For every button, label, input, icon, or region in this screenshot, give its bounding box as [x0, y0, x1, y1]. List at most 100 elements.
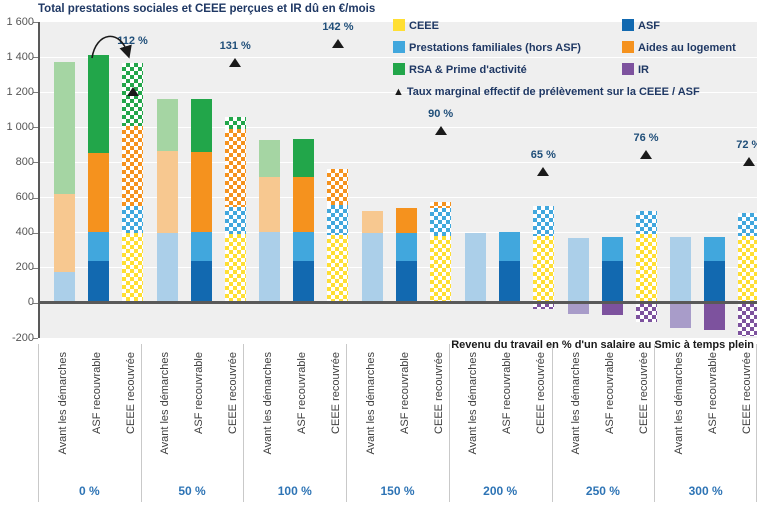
y-axis-tick-label: 1 200	[6, 85, 34, 98]
bar-segment	[670, 302, 692, 329]
bar-category-label: ASF recouvrable	[398, 352, 411, 434]
marginal-rate-label: 76 %	[633, 131, 659, 144]
group-label: 100 %	[277, 484, 312, 498]
bar-segment	[190, 231, 212, 261]
bar-segment	[704, 302, 726, 331]
bar-segment	[430, 208, 452, 237]
bar-segment	[362, 232, 384, 303]
legend-label: ASF	[638, 20, 660, 32]
bar-category-label: ASF recouvrable	[604, 352, 617, 434]
legend-label: RSA & Prime d'activité	[409, 64, 527, 76]
group-separator	[654, 344, 656, 502]
y-axis-tick	[33, 22, 38, 23]
bar-segment	[224, 129, 246, 208]
bar-segment	[567, 237, 589, 303]
bar-segment	[259, 177, 281, 232]
bar-segment	[54, 194, 75, 273]
bar-segment	[122, 126, 143, 207]
group-separator	[38, 344, 39, 502]
bar-segment	[670, 237, 692, 303]
bar-segment	[635, 302, 657, 323]
y-axis-tick	[33, 127, 38, 129]
bar-segment	[293, 231, 315, 261]
bar-category-label: Avant les démarches	[570, 352, 583, 455]
gridline	[40, 161, 757, 163]
bar-segment	[122, 232, 143, 303]
marginal-rate-label: 131 %	[219, 40, 251, 53]
bar-category-label: ASF recouvrable	[90, 352, 103, 434]
bar-category-label: Avant les démarches	[364, 352, 377, 455]
bar-segment	[396, 208, 418, 233]
bar-segment	[190, 260, 212, 303]
y-axis-tick-label: 800	[15, 155, 34, 168]
y-axis-tick-label: -200	[11, 331, 34, 344]
y-axis-tick-label: 200	[15, 261, 34, 274]
bar-segment	[704, 260, 726, 303]
bar-category-label: Avant les démarches	[159, 352, 172, 455]
zero-axis-line	[40, 301, 757, 305]
bar-segment	[464, 232, 486, 303]
bar-segment	[396, 232, 418, 261]
legend-triangle-icon: ▲	[393, 86, 404, 98]
y-axis-tick-label: 1 400	[6, 50, 34, 63]
y-axis-tick	[33, 57, 38, 59]
bar-segment	[498, 260, 520, 303]
bar-segment	[54, 272, 75, 303]
legend-item: CEEE	[393, 16, 439, 32]
bar-segment	[88, 260, 109, 303]
legend-item: Aides au logement	[622, 38, 736, 54]
bar-segment	[156, 99, 178, 152]
group-label: 50 %	[178, 484, 206, 498]
bar-category-label: Avant les démarches	[467, 352, 480, 455]
group-separator	[243, 344, 245, 502]
marginal-rate-label: 142 %	[322, 21, 354, 34]
gridline	[40, 91, 757, 93]
bar-category-label: CEEE recouvrée	[740, 352, 753, 434]
bar-segment	[738, 302, 757, 337]
bar-segment	[601, 237, 623, 261]
bar-category-label: Avant les démarches	[56, 352, 69, 455]
gridline	[40, 56, 757, 58]
y-axis-tick	[33, 267, 38, 269]
bar-category-label: ASF recouvrable	[193, 352, 206, 434]
marginal-rate-marker-icon	[640, 149, 653, 159]
bar-segment	[293, 260, 315, 303]
y-axis-tick-label: 600	[15, 191, 34, 204]
legend-item: Prestations familiales (hors ASF)	[393, 38, 581, 54]
group-separator	[551, 344, 553, 502]
bar-segment	[635, 234, 657, 303]
group-separator	[346, 344, 348, 502]
bar-segment	[498, 231, 520, 261]
y-axis-tick-label: 0	[27, 296, 34, 309]
bar-segment	[88, 55, 109, 153]
y-axis-tick-label: 400	[15, 226, 34, 239]
bar-category-label: CEEE recouvrée	[124, 352, 137, 434]
y-axis-tick	[33, 197, 38, 199]
bar-segment	[259, 139, 281, 178]
bar-segment	[88, 231, 109, 261]
bar-segment	[224, 207, 246, 235]
bar-segment	[122, 206, 143, 233]
legend-swatch-pf-icon	[393, 41, 405, 53]
legend-item: IR	[622, 60, 649, 76]
legend-swatch-rsa-icon	[393, 63, 405, 75]
y-axis-tick	[33, 302, 38, 304]
x-axis-title: Revenu du travail en % d'un salaire au S…	[451, 339, 754, 351]
bar-category-label: CEEE recouvrée	[329, 352, 342, 434]
group-separator	[448, 344, 450, 502]
legend-label: Aides au logement	[638, 42, 736, 54]
bar-segment	[396, 260, 418, 303]
bar-segment	[156, 151, 178, 233]
marginal-rate-marker-icon	[434, 125, 447, 135]
bar-segment	[190, 99, 212, 152]
bar-segment	[430, 201, 452, 209]
marginal-rate-label: 90 %	[428, 107, 454, 120]
bar-segment	[293, 138, 315, 178]
legend-item: ASF	[622, 16, 660, 32]
legend-swatch-ceee-icon	[393, 19, 405, 31]
marginal-rate-marker-icon	[229, 58, 242, 68]
bar-category-label: CEEE recouvrée	[535, 352, 548, 434]
bar-segment	[88, 152, 109, 232]
marginal-rate-marker-icon	[742, 156, 755, 166]
marginal-rate-marker-icon	[126, 87, 139, 97]
